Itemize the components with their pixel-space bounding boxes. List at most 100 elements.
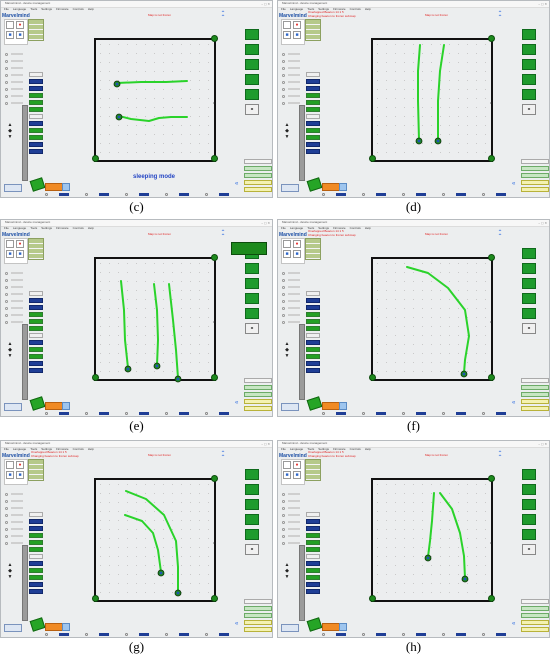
shield-icon[interactable] [522,44,536,55]
menu-item-firmware[interactable]: Firmware [333,226,346,230]
setting-field[interactable] [139,633,149,636]
command-button[interactable] [306,312,320,317]
menu-item-tools[interactable]: Tools [30,447,38,451]
device-row[interactable] [282,512,304,519]
menu-item-help[interactable]: Help [364,7,371,11]
radio-icon[interactable] [5,314,8,317]
command-button[interactable] [29,149,43,154]
menu-item-firmware[interactable]: Firmware [333,7,346,11]
command-button[interactable] [306,533,320,538]
command-button[interactable] [306,561,320,566]
device-row[interactable] [5,100,27,107]
device-row[interactable] [282,270,304,277]
radio-icon[interactable] [45,633,48,636]
setting-field[interactable] [59,633,69,636]
shield-icon[interactable] [245,499,259,510]
panel-button[interactable] [244,180,272,185]
radio-icon[interactable] [5,272,8,275]
command-button[interactable] [29,326,43,331]
robot-button[interactable] [281,184,299,192]
radio-icon[interactable] [282,314,285,317]
device-row[interactable] [282,72,304,79]
command-button[interactable] [306,540,320,545]
command-button[interactable] [306,526,320,531]
radio-icon[interactable] [5,507,8,510]
shield-icon[interactable] [245,59,259,70]
command-button[interactable] [29,540,43,545]
double-chevron-up-icon[interactable]: ⌃ ⌃ [497,11,503,21]
device-row[interactable] [282,305,304,312]
panel-button[interactable] [244,627,272,632]
radio-icon[interactable] [5,500,8,503]
setting-field[interactable] [59,412,69,415]
submap-toggle[interactable] [339,402,347,410]
menu-item-help[interactable]: Help [364,447,371,451]
menu-item-controls[interactable]: Controls [349,226,361,230]
submap-toggle[interactable] [339,183,347,191]
radio-icon[interactable] [282,95,285,98]
device-row[interactable] [282,100,304,107]
radio-icon[interactable] [362,193,365,196]
radio-icon[interactable] [322,193,325,196]
command-button[interactable] [29,128,43,133]
device-row[interactable] [5,58,27,65]
radio-icon[interactable] [482,193,485,196]
setting-field[interactable] [496,412,506,415]
device-row[interactable] [282,298,304,305]
command-button[interactable] [306,354,320,359]
setting-field[interactable] [336,193,346,196]
device-row[interactable] [282,284,304,291]
device-row[interactable] [5,533,27,540]
shield-icon[interactable] [245,29,259,40]
radio-icon[interactable] [282,514,285,517]
menu-item-tools[interactable]: Tools [30,7,38,11]
device-row[interactable] [282,533,304,540]
tool-button[interactable]: ◇ [6,461,14,469]
radio-icon[interactable] [282,521,285,524]
menu-item-firmware[interactable]: Firmware [56,7,69,11]
command-button[interactable] [29,589,43,594]
panel-button[interactable] [521,166,549,171]
device-row[interactable] [5,312,27,319]
command-button[interactable] [306,512,320,517]
menu-item-tools[interactable]: Tools [307,226,315,230]
tool-button[interactable]: ■ [16,31,24,39]
command-button[interactable] [29,361,43,366]
radio-icon[interactable] [442,633,445,636]
panel-button[interactable] [244,406,272,411]
radio-icon[interactable] [282,293,285,296]
shield-icon[interactable] [245,278,259,289]
device-row[interactable] [5,270,27,277]
device-row[interactable] [282,312,304,319]
panel-button[interactable] [521,180,549,185]
setting-field[interactable] [99,633,109,636]
menu-item-controls[interactable]: Controls [72,447,84,451]
command-button[interactable] [29,333,43,338]
map-button[interactable]: M [522,323,536,334]
menu-item-settings[interactable]: Settings [318,447,330,451]
shield-icon[interactable] [522,278,536,289]
command-button[interactable] [29,354,43,359]
tool-button[interactable]: ■ [6,31,14,39]
command-button[interactable] [306,114,320,119]
tool-button[interactable]: ■ [293,471,301,479]
map-button[interactable]: M [245,323,259,334]
radio-icon[interactable] [402,412,405,415]
device-row[interactable] [5,540,27,547]
panel-button[interactable] [244,159,272,164]
command-button[interactable] [306,79,320,84]
device-row[interactable] [5,298,27,305]
panel-button[interactable] [244,399,272,404]
command-button[interactable] [29,135,43,140]
tool-button[interactable]: ◇ [6,240,14,248]
command-button[interactable] [29,575,43,580]
device-row[interactable] [5,79,27,86]
setting-field[interactable] [496,193,506,196]
command-button[interactable] [306,142,320,147]
setting-field[interactable] [99,412,109,415]
command-button[interactable] [306,100,320,105]
command-button[interactable] [306,107,320,112]
menu-item-settings[interactable]: Settings [318,226,330,230]
panel-button[interactable] [244,166,272,171]
device-row[interactable] [282,51,304,58]
